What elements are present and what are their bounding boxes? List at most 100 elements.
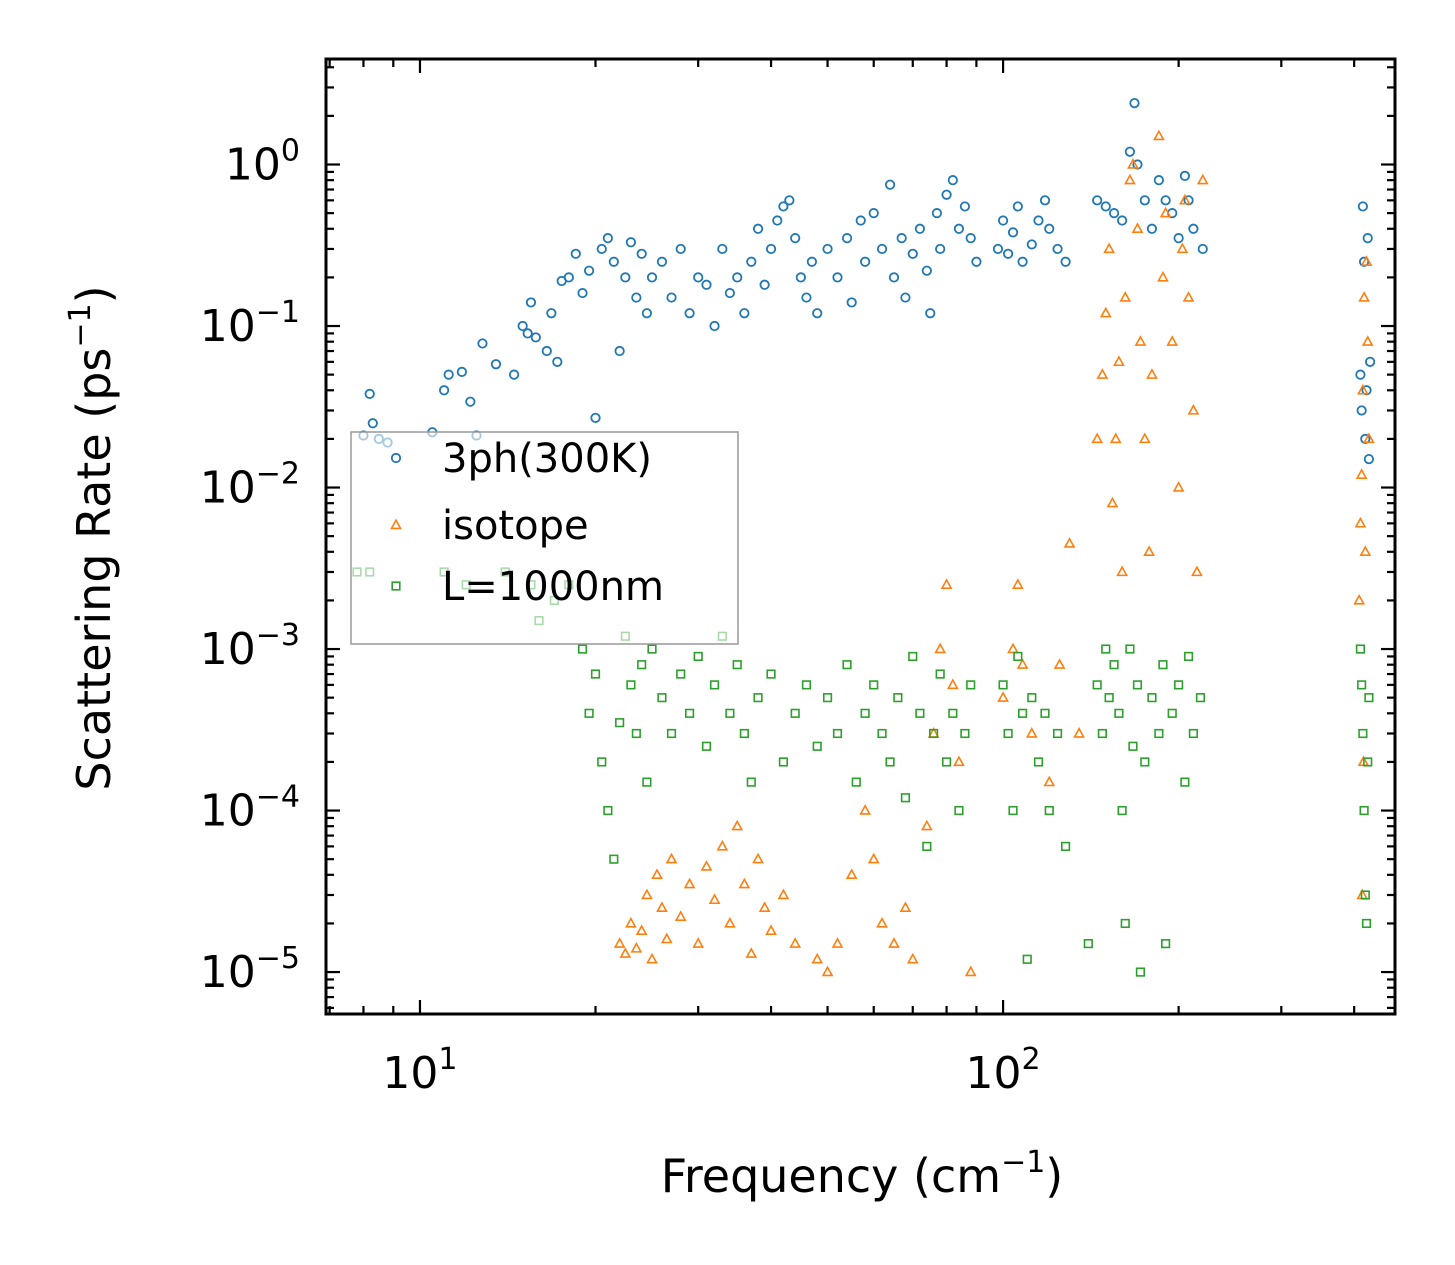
data-point [674,910,687,921]
data-point [907,248,918,259]
legend-label: L=1000nm [442,564,664,610]
data-point [953,223,965,234]
data-point [868,208,879,219]
y-tick-label: 100 [225,134,300,191]
data-point [1003,248,1014,259]
data-point [1360,890,1370,900]
data-point [931,208,942,219]
data-point [915,708,925,718]
data-point [877,728,887,739]
data-point [1363,432,1375,444]
data-point [884,179,896,190]
data-point [745,947,758,958]
data-point [1044,223,1055,234]
data-point [646,952,658,964]
data-point [1097,728,1107,739]
data-point [1063,537,1076,548]
data-point [625,916,637,928]
data-point [584,708,594,718]
data-point [590,669,601,679]
data-point [1179,170,1190,182]
data-point [701,279,712,290]
data-point [842,660,852,670]
data-point [1083,939,1093,949]
data-point [841,233,853,244]
data-point [651,868,663,880]
data-point [1103,242,1115,254]
data-point [1011,578,1024,589]
data-point [1060,256,1071,267]
data-point [1099,306,1112,318]
data-point [869,680,879,690]
data-point [656,901,668,912]
y-tick-label: 10−3 [200,618,300,675]
data-point [1353,593,1366,605]
data-point [613,937,626,948]
data-point [1120,918,1130,929]
data-point [1113,355,1125,367]
data-point [860,708,870,718]
data-point [1358,728,1368,739]
data-point [563,272,574,283]
x-tick-label: 102 [966,1042,1041,1099]
data-point [1357,680,1367,690]
data-point [675,243,686,255]
data-point [935,669,945,679]
data-point [860,256,871,267]
data-point [1361,918,1372,929]
data-point [1007,227,1019,238]
legend-marker [390,518,402,530]
data-point [443,369,454,380]
data-point [1124,173,1136,185]
data-point [765,243,777,255]
data-point [859,804,871,815]
data-point [965,233,976,244]
data-point [821,965,834,977]
legend: 3ph(300K) isotope L=1000nm [350,431,739,645]
data-point [896,233,907,244]
data-point [1100,201,1111,212]
data-point [940,578,953,589]
data-point [1043,775,1056,787]
data-point [665,852,678,864]
data-point [683,877,696,889]
data-point [1195,693,1206,703]
data-point [716,839,729,851]
data-point [685,708,695,718]
data-point [1172,481,1185,492]
data-point [1026,239,1037,250]
data-point [1188,223,1199,234]
data-point [1176,242,1189,254]
data-point [1160,195,1171,206]
data-point [1157,270,1169,282]
data-point [738,877,751,889]
data-point [801,680,812,690]
y-tick-label: 10−4 [200,780,300,837]
data-point [1119,291,1132,302]
data-point [1052,728,1063,739]
x-axis-label: Frequency (cm−1) [661,1145,1064,1203]
data-point [1355,644,1366,654]
data-point [709,320,720,332]
data-point [1007,642,1019,654]
data-point [885,757,895,767]
data-point [1008,805,1018,816]
data-point [928,728,939,739]
data-point [603,805,613,816]
data-point [465,396,476,407]
data-point [1140,757,1150,767]
data-point [832,728,843,739]
data-point [1146,368,1158,379]
data-point [1173,233,1184,244]
data-point [1153,129,1165,141]
data-point [1188,728,1198,739]
data-point [1040,708,1050,718]
data-point [789,937,802,948]
data-point [620,272,631,283]
data-point [724,916,736,928]
data-point [772,215,783,226]
data-point [777,888,790,900]
data-point [732,272,743,283]
data-point [1109,660,1119,670]
data-point [1052,243,1063,255]
